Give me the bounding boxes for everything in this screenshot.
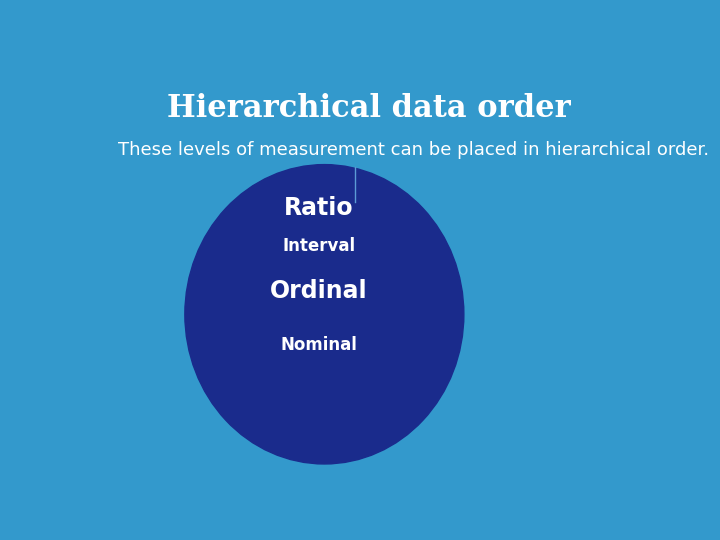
- Ellipse shape: [185, 165, 464, 464]
- Text: Interval: Interval: [282, 237, 356, 255]
- Text: Ratio: Ratio: [284, 196, 354, 220]
- Text: These levels of measurement can be placed in hierarchical order.: These levels of measurement can be place…: [118, 141, 709, 159]
- Text: Nominal: Nominal: [280, 336, 357, 354]
- Text: Hierarchical data order: Hierarchical data order: [167, 93, 571, 124]
- Text: Ordinal: Ordinal: [270, 279, 368, 303]
